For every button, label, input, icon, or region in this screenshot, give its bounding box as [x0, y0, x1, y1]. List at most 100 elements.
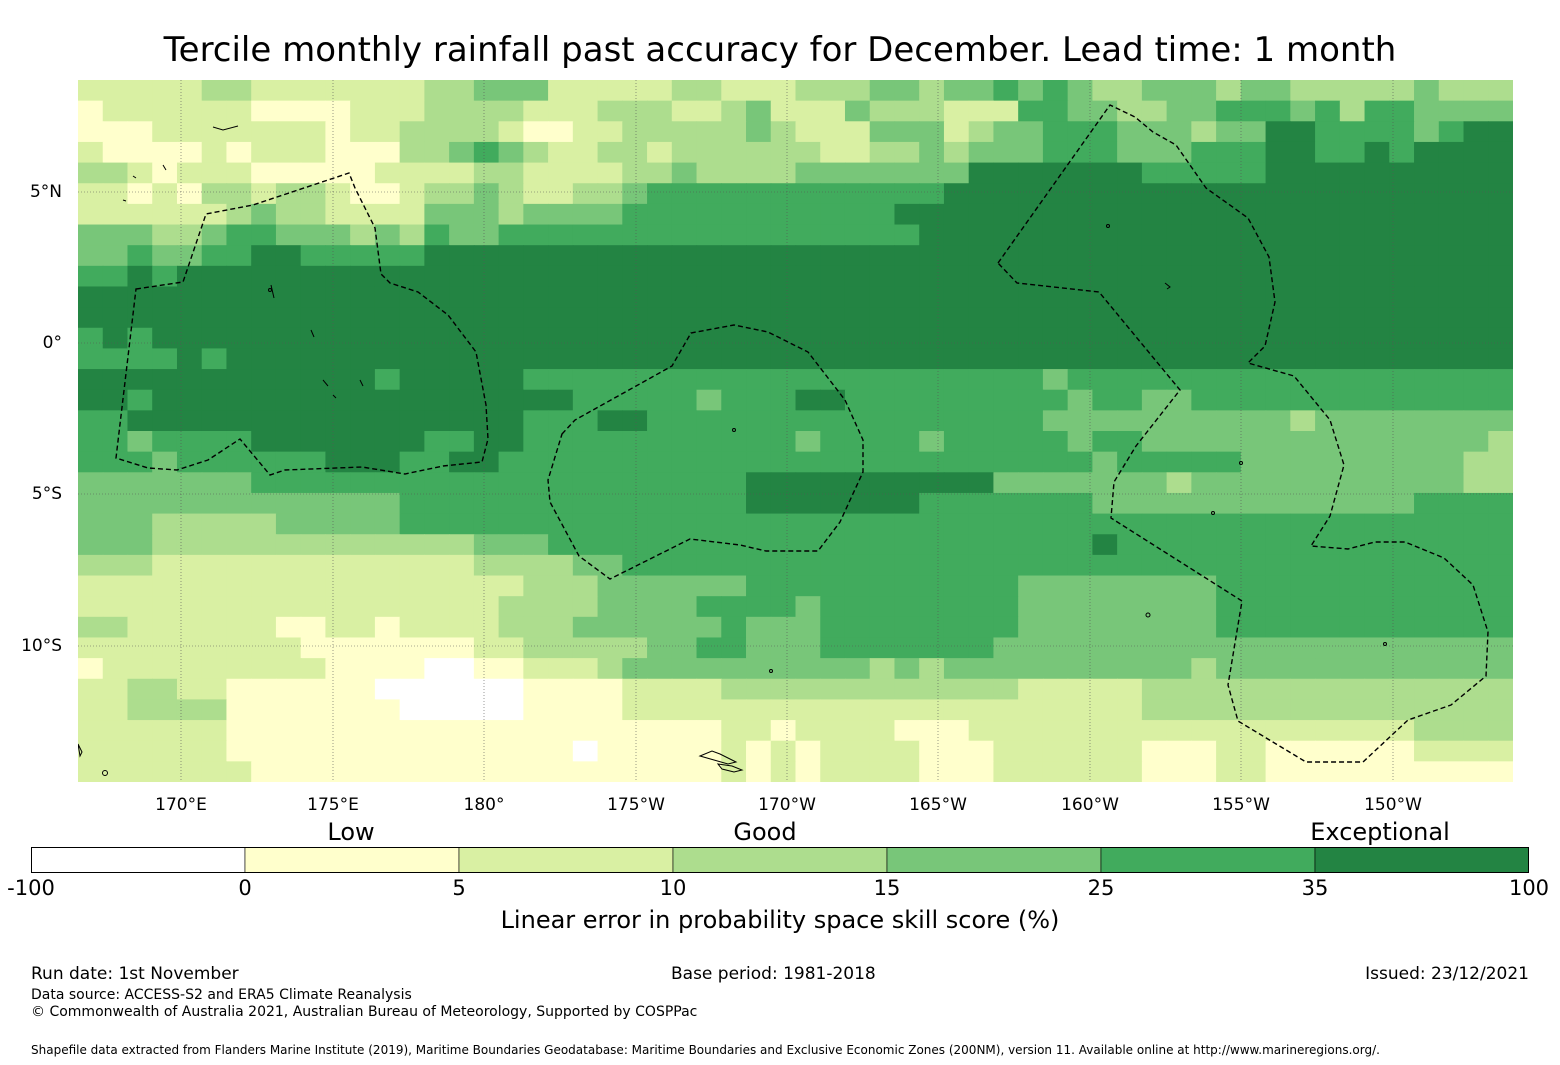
- skill-cell: [1364, 80, 1390, 102]
- skill-cell: [1414, 410, 1440, 432]
- skill-cell: [770, 678, 797, 701]
- skill-cell: [127, 410, 153, 432]
- skill-cell: [1117, 183, 1143, 205]
- skill-cell: [449, 616, 475, 639]
- skill-cell: [1414, 203, 1440, 226]
- skill-cell: [894, 307, 920, 329]
- skill-cell: [968, 699, 995, 721]
- skill-cell: [78, 513, 104, 535]
- skill-cell: [1191, 678, 1217, 701]
- skill-cell: [102, 658, 129, 680]
- skill-cell: [597, 265, 623, 288]
- skill-cell: [1389, 678, 1415, 701]
- lon-label-165w: 165°W: [909, 795, 967, 815]
- skill-cell: [721, 265, 747, 288]
- skill-cell: [1240, 203, 1267, 226]
- skill-cell: [572, 761, 599, 782]
- skill-cell: [869, 534, 896, 556]
- skill-cell: [152, 286, 178, 308]
- skill-cell: [1414, 80, 1440, 102]
- skill-cell: [721, 410, 747, 432]
- skill-cell: [1438, 720, 1465, 742]
- legend-tick-15: 15: [873, 876, 901, 900]
- skill-cell: [1488, 348, 1513, 370]
- skill-cell: [597, 678, 623, 701]
- skill-cell: [1389, 431, 1415, 453]
- skill-cell: [399, 327, 425, 350]
- skill-cell: [696, 658, 722, 680]
- skill-cell: [176, 286, 203, 308]
- lon-label-160w: 160°W: [1061, 795, 1119, 815]
- skill-cell: [869, 492, 896, 515]
- skill-cell: [993, 369, 1019, 391]
- skill-cell: [572, 307, 599, 329]
- skill-cell: [1216, 616, 1242, 639]
- skill-cell: [721, 720, 747, 742]
- skill-cell: [1067, 121, 1093, 143]
- skill-cell: [1166, 286, 1192, 308]
- skill-cell: [1018, 451, 1044, 473]
- skill-cell: [721, 637, 747, 659]
- skill-cell: [1290, 327, 1316, 350]
- skill-cell: [251, 554, 277, 577]
- skill-cell: [671, 245, 698, 267]
- skill-cell: [1389, 534, 1415, 556]
- skill-cell: [548, 699, 574, 721]
- skill-cell: [251, 369, 277, 391]
- skill-cell: [1438, 348, 1465, 370]
- skill-cell: [424, 348, 450, 370]
- skill-cell: [622, 472, 648, 494]
- skill-cell: [1042, 554, 1069, 577]
- skill-cell: [844, 245, 871, 267]
- skill-cell: [102, 286, 129, 308]
- skill-cell: [1339, 369, 1366, 391]
- skill-cell: [1092, 492, 1118, 515]
- skill-cell: [1042, 616, 1069, 639]
- skill-cell: [696, 699, 722, 721]
- skill-cell: [696, 389, 722, 411]
- skill-cell: [671, 431, 698, 453]
- skill-cell: [300, 699, 327, 721]
- skill-cell: [647, 575, 673, 597]
- skill-cell: [1414, 327, 1440, 350]
- skill-cell: [300, 740, 327, 762]
- skill-cell: [275, 100, 302, 122]
- skill-cell: [1364, 265, 1390, 288]
- skill-cell: [1240, 431, 1267, 453]
- skill-cell: [424, 761, 450, 782]
- skill-cell: [1290, 492, 1316, 515]
- skill-cell: [325, 472, 351, 494]
- skill-cell: [1191, 554, 1217, 577]
- skill-cell: [1141, 761, 1168, 782]
- skill-cell: [102, 678, 129, 701]
- skill-cell: [820, 327, 846, 350]
- skill-cell: [1290, 575, 1316, 597]
- skill-cell: [1092, 472, 1118, 494]
- skill-cell: [548, 720, 574, 742]
- skill-cell: [523, 265, 549, 288]
- skill-cell: [919, 761, 945, 782]
- island-marshall-atolls: [122, 125, 239, 202]
- skill-cell: [721, 121, 747, 143]
- skill-cell: [943, 410, 970, 432]
- skill-cell: [1364, 100, 1390, 122]
- skill-cell: [1364, 203, 1390, 226]
- skill-cell: [449, 658, 475, 680]
- skill-cell: [671, 162, 698, 184]
- skill-cell: [449, 162, 475, 184]
- skill-cell: [176, 678, 203, 701]
- skill-cell: [1389, 327, 1415, 350]
- skill-cell: [1389, 348, 1415, 370]
- skill-cell: [993, 616, 1019, 639]
- skill-cell: [449, 678, 475, 701]
- skill-cell: [127, 100, 153, 122]
- skill-cell: [746, 348, 772, 370]
- skill-cell: [350, 699, 376, 721]
- skill-cell: [795, 658, 821, 680]
- skill-cell: [449, 431, 475, 453]
- skill-cell: [449, 245, 475, 267]
- skill-cell: [1315, 348, 1341, 370]
- skill-cell: [548, 761, 574, 782]
- skill-cell: [102, 224, 129, 246]
- skill-cell: [647, 348, 673, 370]
